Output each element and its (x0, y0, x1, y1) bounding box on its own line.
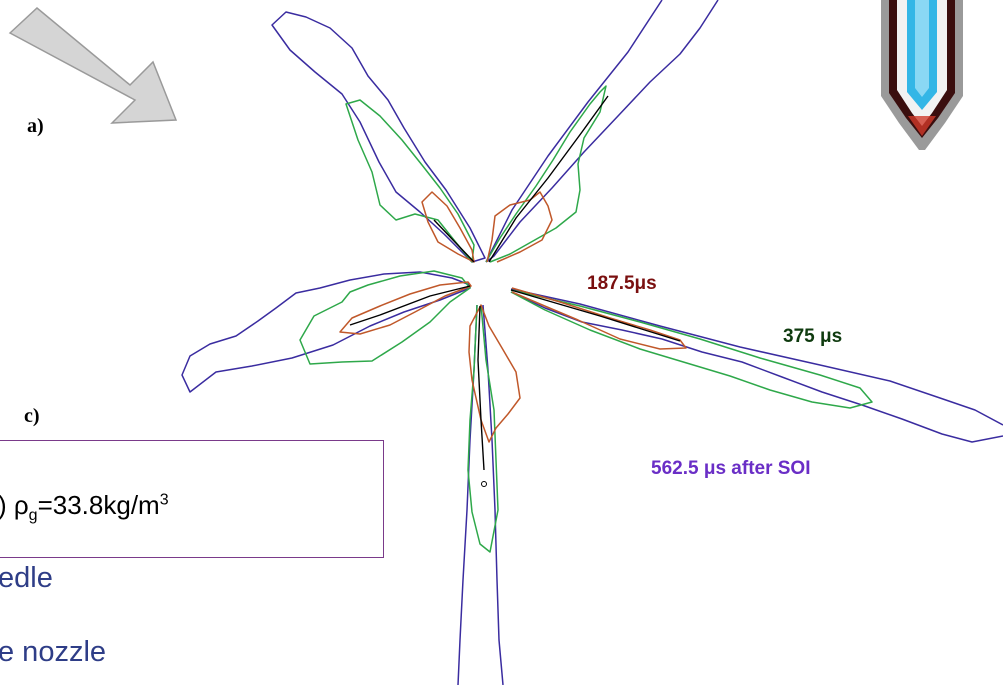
plume-ul-375 (345, 99, 475, 263)
seed-marker (481, 481, 487, 487)
conditions-box (0, 440, 384, 558)
view-direction-arrow-icon (8, 7, 178, 124)
plume-r-562 (510, 288, 1003, 443)
time-label-187: 187.5μs (587, 273, 657, 294)
plume-r-375 (510, 289, 873, 409)
jet-core-lines (349, 95, 681, 471)
time-label-562: 562.5 μs after SOI (651, 458, 811, 479)
contours-187us (339, 191, 687, 443)
bullet-text-1: edle (0, 562, 53, 594)
time-label-375: 375 μs (783, 326, 843, 347)
plume-b-375 (467, 304, 499, 553)
label-c: c) (24, 405, 40, 427)
plume-b-187 (468, 304, 521, 443)
ambient-density-text: ) ρg=33.8kg/m3 (0, 490, 169, 525)
plume-ur-375 (485, 85, 607, 263)
plume-ul-562 (271, 11, 486, 263)
contours-375us (299, 85, 873, 553)
bullet-text-2: e nozzle (0, 636, 107, 668)
injector-nozzle-icon (881, 0, 963, 150)
plume-ur-187 (486, 191, 553, 263)
contours-562us (181, 0, 1003, 685)
plume-b-562 (457, 304, 504, 685)
plume-ur-562 (485, 0, 719, 263)
plume-l-187 (339, 281, 472, 335)
label-a: a) (27, 115, 44, 137)
plume-l-375 (299, 270, 471, 365)
plume-r-187 (511, 287, 687, 350)
plume-l-562 (181, 271, 471, 393)
plume-ul-187 (421, 191, 475, 263)
